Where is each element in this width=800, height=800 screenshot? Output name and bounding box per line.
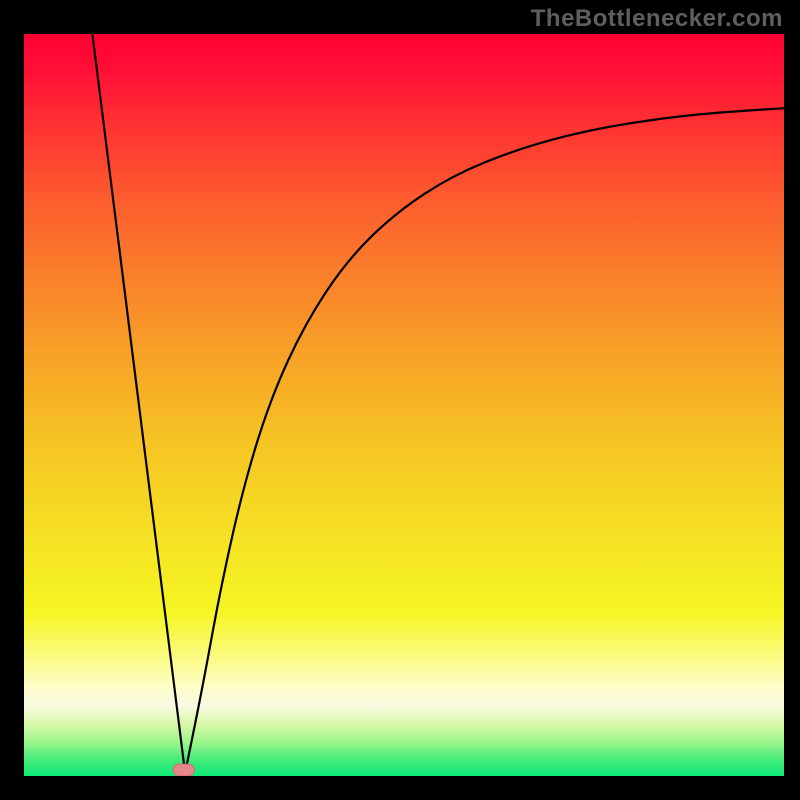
plot-area: [24, 34, 784, 776]
chart-container: TheBottlenecker.com: [0, 0, 800, 800]
bottleneck-curve: [92, 34, 784, 773]
watermark-text: TheBottlenecker.com: [531, 5, 783, 33]
curve-layer: [24, 34, 784, 776]
optimum-marker: [173, 764, 194, 776]
